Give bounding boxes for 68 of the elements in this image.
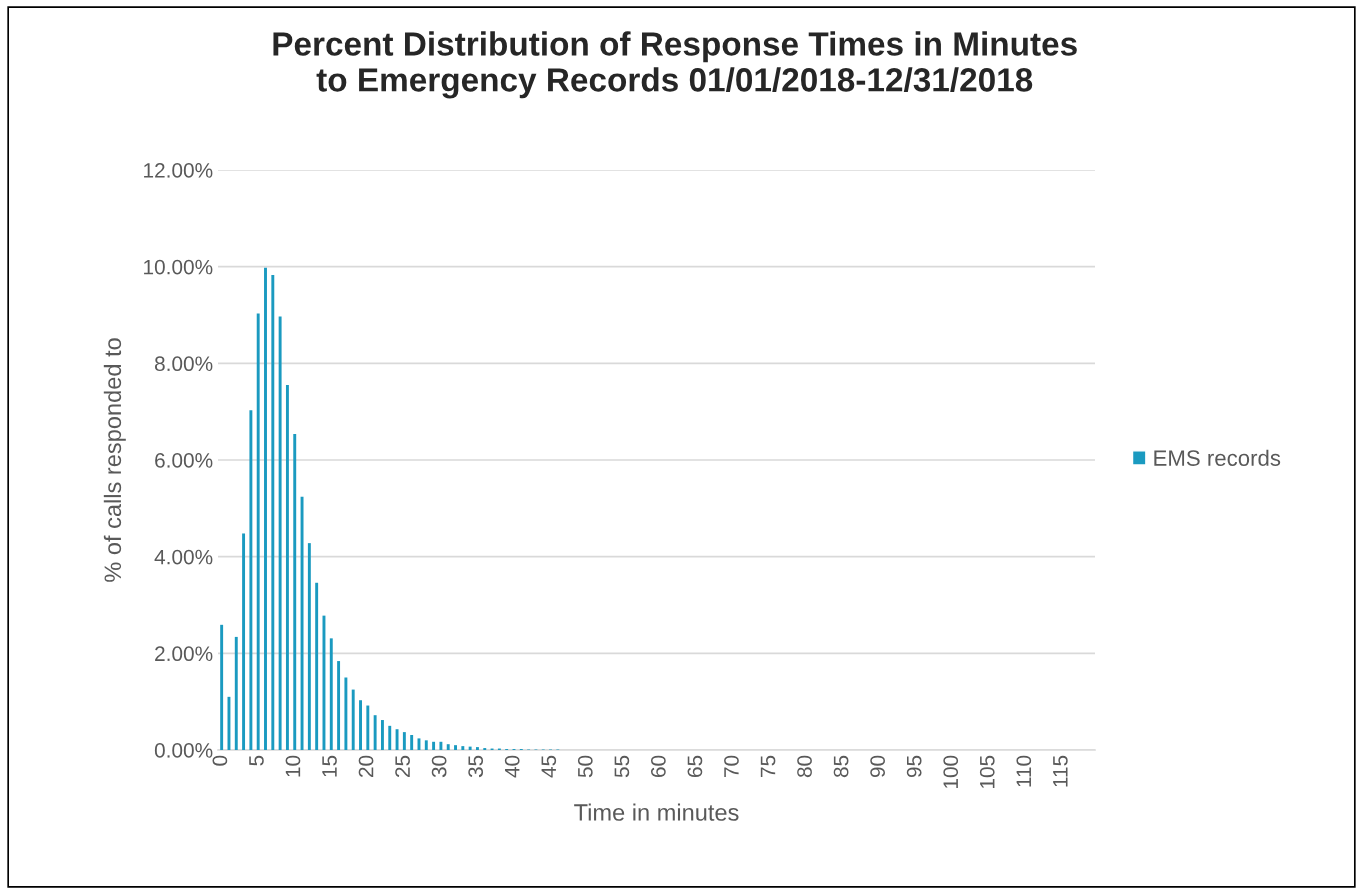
legend-label: EMS records <box>1154 449 1281 466</box>
x-tick-label: 105 <box>979 755 995 789</box>
bar <box>366 705 370 750</box>
x-tick-label: 60 <box>650 755 666 777</box>
bar <box>249 410 253 750</box>
bar <box>395 729 399 750</box>
x-tick-label: 100 <box>943 755 959 789</box>
x-tick-label: 25 <box>395 755 410 777</box>
x-tick-label: 50 <box>577 755 593 778</box>
bar <box>264 267 267 750</box>
x-tick-label: 30 <box>431 755 447 778</box>
bar <box>380 720 384 750</box>
x-axis-title: Time in minutes <box>574 803 739 821</box>
x-tick-label: 70 <box>724 755 739 777</box>
x-tick-label: 5 <box>249 755 264 766</box>
y-axis-title: % of calls responded to <box>103 338 126 582</box>
x-tick-label: 85 <box>833 755 849 778</box>
y-tick-label: 4.00% <box>154 549 213 565</box>
x-tick-label: 35 <box>468 755 484 778</box>
x-tick-label: 90 <box>870 755 885 778</box>
x-tick-label: 65 <box>687 755 703 777</box>
x-tick-label: 40 <box>504 755 520 778</box>
bar <box>475 747 479 750</box>
bar <box>234 636 238 750</box>
x-tick-label: 45 <box>541 755 557 778</box>
bar <box>220 624 224 750</box>
x-tick-label: 115 <box>1053 755 1068 787</box>
bar <box>461 746 465 750</box>
y-tick-label: 6.00% <box>155 453 213 468</box>
y-tick-label: 0.00% <box>154 743 213 758</box>
y-tick-label: 10.00% <box>144 259 213 275</box>
bar <box>337 661 341 750</box>
bar <box>242 533 246 750</box>
bar <box>388 725 392 750</box>
bar <box>432 741 436 750</box>
x-tick-label: 15 <box>322 755 337 777</box>
bar <box>402 732 406 750</box>
bar <box>344 677 348 750</box>
bar <box>468 746 472 750</box>
chart-title: Percent Distribution of Response Times in Minutes to Emergency Records 01/01/2018-12/31/2018 <box>273 31 1077 99</box>
bar <box>454 745 457 750</box>
x-tick-label: 20 <box>358 755 374 777</box>
bar <box>300 496 304 750</box>
x-tick-label: 80 <box>797 755 812 778</box>
y-tick-label: 2.00% <box>155 646 213 662</box>
x-tick-label: 75 <box>760 755 776 777</box>
bar <box>293 433 297 750</box>
bar <box>446 744 450 750</box>
x-tick-label: 0 <box>212 755 228 766</box>
bar <box>424 740 428 750</box>
x-tick-label: 95 <box>906 755 922 778</box>
bar <box>359 700 362 750</box>
x-tick-label: 10 <box>285 755 301 777</box>
bar <box>410 735 414 750</box>
bar <box>285 385 289 750</box>
x-tick-label: 55 <box>614 755 630 778</box>
bar <box>278 316 282 750</box>
bar <box>439 741 443 750</box>
x-tick-label: 110 <box>1016 755 1032 787</box>
y-tick-label: 8.00% <box>154 356 213 372</box>
bar <box>329 638 333 750</box>
bar <box>271 274 275 750</box>
bar <box>256 313 260 750</box>
bar <box>315 582 319 750</box>
bar <box>307 543 311 750</box>
bar <box>351 689 355 750</box>
bar <box>373 715 377 750</box>
y-tick-label: 12.00% <box>144 163 213 178</box>
